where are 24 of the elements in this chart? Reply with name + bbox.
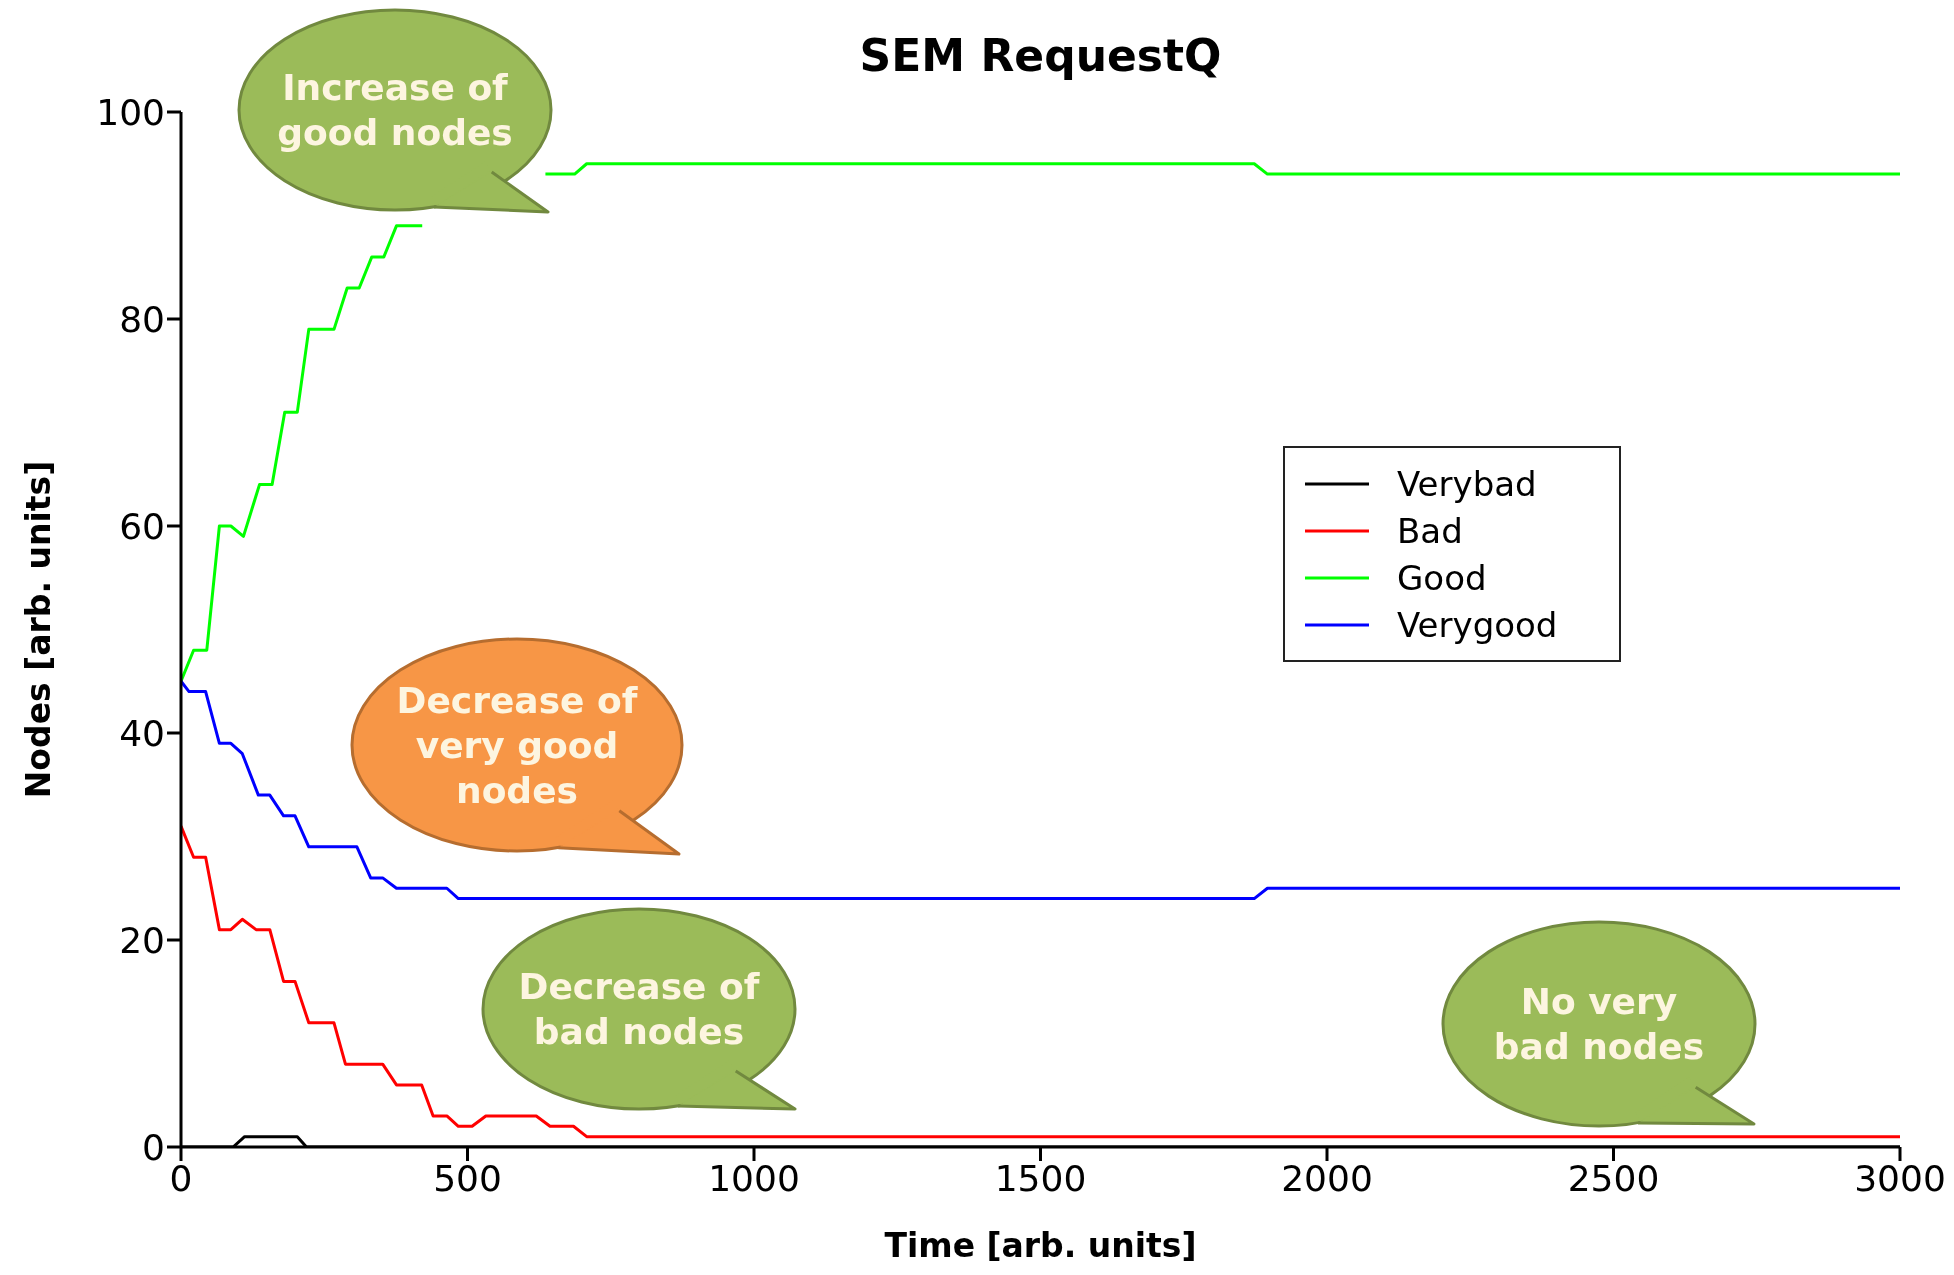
legend-label: Verygood [1397,604,1558,645]
y-tick-label: 20 [119,919,165,961]
y-tick-label: 60 [119,505,165,547]
x-tick-label: 3000 [1854,1157,1946,1199]
annotation: Increase of good nodes [276,66,514,155]
annotation: Decrease of bad nodes [517,965,761,1054]
annotation: Decrease of very good nodes [395,678,639,813]
annotation: No very bad nodes [1492,980,1706,1069]
x-tick-label: 2000 [1281,1157,1373,1199]
legend-label: Verybad [1397,463,1537,504]
x-tick-label: 500 [433,1157,502,1199]
chart-title: SEM RequestQ [859,30,1222,81]
x-tick-label: 1500 [994,1157,1087,1199]
y-axis-title: Nodes [arb. units] [18,460,58,799]
x-tick-label: 2500 [1567,1157,1660,1199]
x-tick-label: 1000 [708,1157,800,1199]
legend-label: Good [1397,557,1487,598]
x-tick-label: 0 [169,1157,193,1199]
legend-label: Bad [1397,510,1463,551]
y-tick-label: 40 [119,712,165,754]
x-axis-title: Time [arb. units] [884,1226,1197,1265]
y-tick-label: 0 [142,1126,165,1168]
y-tick-label: 100 [96,91,165,133]
y-tick-label: 80 [119,298,165,340]
